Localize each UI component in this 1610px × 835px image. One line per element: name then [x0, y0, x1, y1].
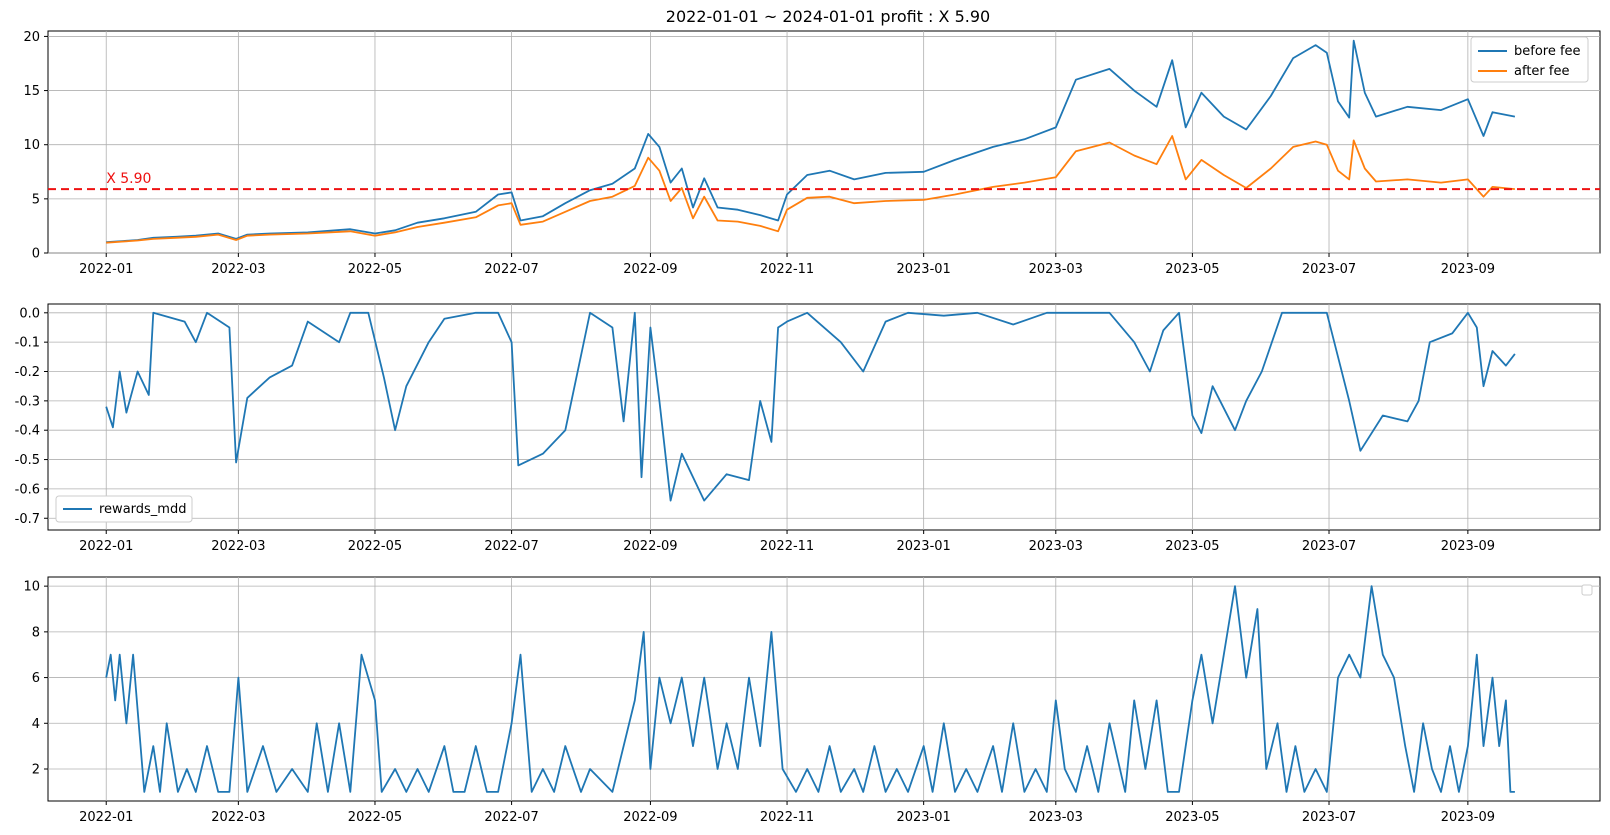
- panel-drawdown-lines: [105, 311, 1516, 502]
- x-tick-label: 2022-11: [760, 262, 814, 277]
- x-tick-label: 2023-09: [1441, 539, 1495, 554]
- x-tick-label: 2023-03: [1029, 810, 1083, 825]
- panel-count: 2022-01 2022-03 2022-05 2022-07 2022-09 2022-…: [23, 576, 1601, 825]
- x-tick-label: 2023-09: [1441, 810, 1495, 825]
- y-tick-label: -0.4: [15, 424, 40, 439]
- x-tick-label: 2022-09: [623, 262, 677, 277]
- legend-label-after-fee: after fee: [1514, 64, 1569, 79]
- panel-drawdown-legend: rewards_mdd: [55, 495, 193, 523]
- x-tick-label: 2023-03: [1029, 262, 1083, 277]
- x-tick-label: 2023-01: [896, 810, 950, 825]
- x-tick-label: 2022-09: [623, 539, 677, 554]
- y-tick-label: -0.5: [15, 453, 40, 468]
- panel-equity-lines: X 5.90: [48, 39, 1600, 244]
- x-tick-label: 2022-05: [348, 539, 402, 554]
- x-tick-label: 2022-03: [211, 810, 265, 825]
- legend-box: [55, 495, 193, 523]
- panel-drawdown-ticks: 2022-01 2022-03 2022-05 2022-07 2022-09 2022-…: [15, 306, 1495, 554]
- y-tick-label: 20: [23, 30, 40, 45]
- y-tick-label: -0.3: [15, 394, 40, 409]
- y-tick-label: 10: [23, 138, 40, 153]
- x-tick-label: 2022-11: [760, 539, 814, 554]
- y-tick-label: 0.0: [19, 306, 40, 321]
- x-tick-label: 2022-09: [623, 810, 677, 825]
- y-tick-label: 15: [23, 84, 40, 99]
- y-tick-label: 0: [32, 247, 40, 262]
- legend-label-before-fee: before fee: [1514, 44, 1581, 59]
- x-tick-label: 2023-01: [896, 262, 950, 277]
- series-line-0: [105, 311, 1516, 502]
- x-tick-label: 2023-01: [896, 539, 950, 554]
- empty-legend-box: [1581, 584, 1593, 596]
- y-tick-label: 10: [23, 580, 40, 595]
- x-tick-label: 2022-01: [79, 539, 133, 554]
- y-tick-label: -0.7: [15, 512, 40, 527]
- panel-count-frame: [47, 576, 1601, 802]
- series-line-1: [106, 135, 1515, 244]
- x-tick-label: 2022-03: [211, 262, 265, 277]
- panel-drawdown: 2022-01 2022-03 2022-05 2022-07 2022-09 2022-…: [15, 303, 1601, 554]
- x-tick-label: 2023-07: [1302, 262, 1356, 277]
- y-tick-label: 5: [32, 192, 40, 207]
- panel-equity: X 5.90 2022-01 2022-03 2022-05 2022-07 2022-…: [23, 30, 1601, 277]
- y-tick-label: -0.2: [15, 365, 40, 380]
- x-tick-label: 2022-05: [348, 262, 402, 277]
- x-tick-label: 2022-05: [348, 810, 402, 825]
- x-tick-label: 2022-11: [760, 810, 814, 825]
- x-tick-label: 2022-07: [484, 262, 538, 277]
- chart-title: 2022-01-01 ~ 2024-01-01 profit : X 5.90: [666, 7, 990, 26]
- reference-line-label: X 5.90: [106, 171, 151, 187]
- y-tick-label: 2: [32, 763, 40, 778]
- x-tick-label: 2022-07: [484, 539, 538, 554]
- x-tick-label: 2023-03: [1029, 539, 1083, 554]
- y-tick-label: 8: [32, 625, 40, 640]
- series-line-0: [105, 585, 1515, 793]
- x-tick-label: 2023-05: [1165, 539, 1219, 554]
- x-tick-label: 2023-05: [1165, 810, 1219, 825]
- y-tick-label: -0.1: [15, 336, 40, 351]
- panel-count-ticks: 2022-01 2022-03 2022-05 2022-07 2022-09 2022-…: [23, 580, 1495, 825]
- x-tick-label: 2023-07: [1302, 810, 1356, 825]
- panel-equity-legend: before fee after fee: [1470, 36, 1589, 83]
- panel-count-lines: [105, 585, 1515, 793]
- y-tick-label: -0.6: [15, 482, 40, 497]
- x-tick-label: 2022-01: [79, 810, 133, 825]
- x-tick-label: 2023-09: [1441, 262, 1495, 277]
- x-tick-label: 2023-05: [1165, 262, 1219, 277]
- y-tick-label: 4: [32, 717, 40, 732]
- panel-drawdown-frame: [47, 303, 1601, 531]
- y-tick-label: 6: [32, 671, 40, 686]
- legend-label-rewards-mdd: rewards_mdd: [99, 502, 186, 517]
- series-line-0: [106, 39, 1516, 244]
- panel-equity-frame: [47, 30, 1601, 254]
- panel-equity-ticks: 2022-01 2022-03 2022-05 2022-07 2022-09 2022-…: [23, 30, 1495, 277]
- panel-drawdown-grid: [48, 304, 1600, 530]
- x-tick-label: 2022-01: [79, 262, 133, 277]
- x-tick-label: 2022-03: [211, 539, 265, 554]
- x-tick-label: 2023-07: [1302, 539, 1356, 554]
- panel-equity-grid: [48, 31, 1600, 254]
- x-tick-label: 2022-07: [484, 810, 538, 825]
